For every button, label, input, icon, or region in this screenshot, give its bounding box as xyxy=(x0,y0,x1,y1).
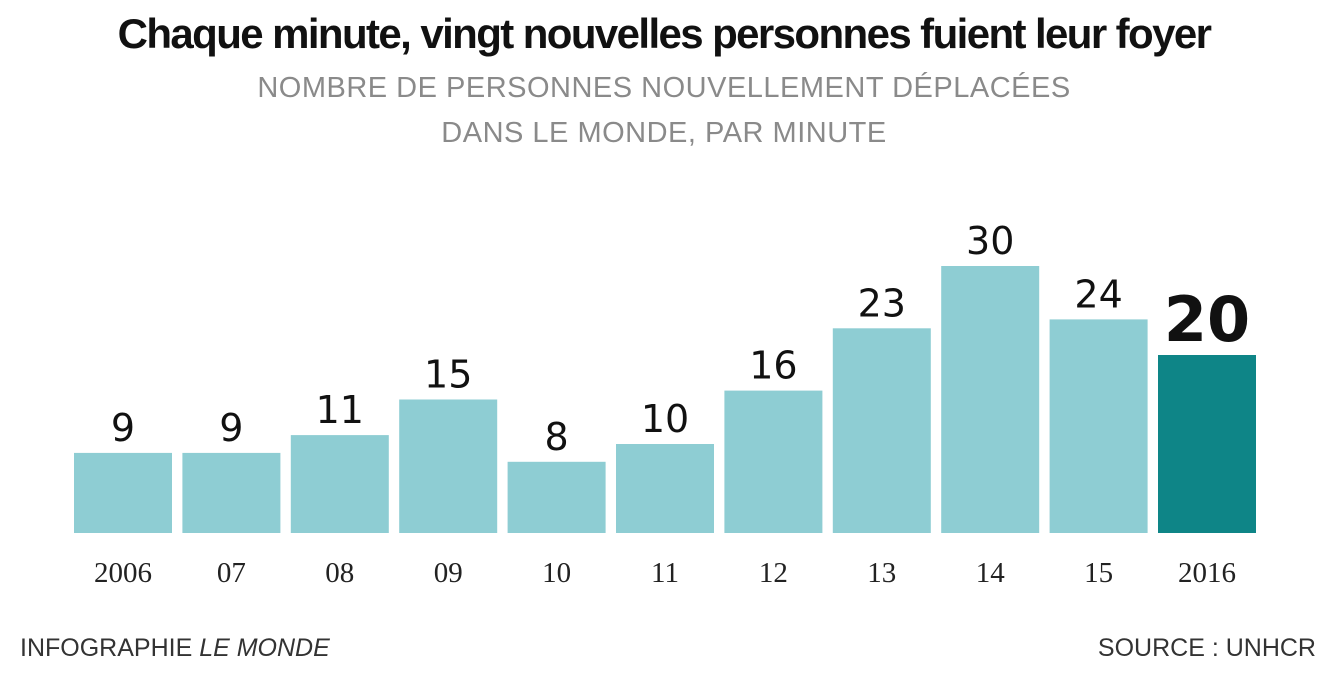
x-tick-label-13: 13 xyxy=(867,557,896,589)
chart-title: Chaque minute, vingt nouvelles personnes… xyxy=(117,10,1212,57)
value-label-09: 15 xyxy=(424,353,472,397)
value-label-13: 23 xyxy=(858,281,906,325)
bar-15 xyxy=(1049,319,1148,533)
value-label-10: 8 xyxy=(545,415,569,459)
value-label-2016: 20 xyxy=(1164,283,1250,356)
value-label-14: 30 xyxy=(966,219,1014,263)
value-label-12: 16 xyxy=(749,344,797,388)
x-tick-label-09: 09 xyxy=(434,557,463,589)
bar-2016 xyxy=(1158,355,1256,533)
chart-subtitle-line-1: NOMBRE DE PERSONNES NOUVELLEMENT DÉPLACÉ… xyxy=(257,72,1071,104)
bar-07 xyxy=(182,452,281,533)
x-tick-label-08: 08 xyxy=(325,557,354,589)
value-label-2006: 9 xyxy=(111,406,135,450)
bar-11 xyxy=(616,444,714,533)
bar-09 xyxy=(399,399,498,533)
x-tick-label-14: 14 xyxy=(976,557,1006,589)
bar-12 xyxy=(724,390,823,533)
x-tick-label-07: 07 xyxy=(217,557,246,589)
x-tick-label-11: 11 xyxy=(651,557,679,589)
x-tick-label-2006: 2006 xyxy=(94,557,152,589)
value-label-11: 10 xyxy=(641,397,689,441)
bar-2006 xyxy=(74,452,172,533)
bar-10 xyxy=(507,461,606,533)
bar-13 xyxy=(832,328,931,533)
value-label-08: 11 xyxy=(316,388,364,432)
x-tick-label-15: 15 xyxy=(1084,557,1113,589)
credit: INFOGRAPHIE LE MONDE xyxy=(20,634,330,663)
chart-subtitle-line-2: DANS LE MONDE, PAR MINUTE xyxy=(441,117,887,149)
value-label-07: 9 xyxy=(219,406,243,450)
bar-14 xyxy=(941,266,1040,533)
bar-08 xyxy=(290,435,389,533)
x-tick-label-10: 10 xyxy=(542,557,571,589)
value-label-15: 24 xyxy=(1074,272,1122,316)
credit-name: LE MONDE xyxy=(199,634,330,662)
x-tick-label-2016: 2016 xyxy=(1178,557,1236,589)
x-tick-label-12: 12 xyxy=(759,557,788,589)
credit-prefix: INFOGRAPHIE xyxy=(20,634,200,662)
source: SOURCE : UNHCR xyxy=(1097,634,1316,662)
